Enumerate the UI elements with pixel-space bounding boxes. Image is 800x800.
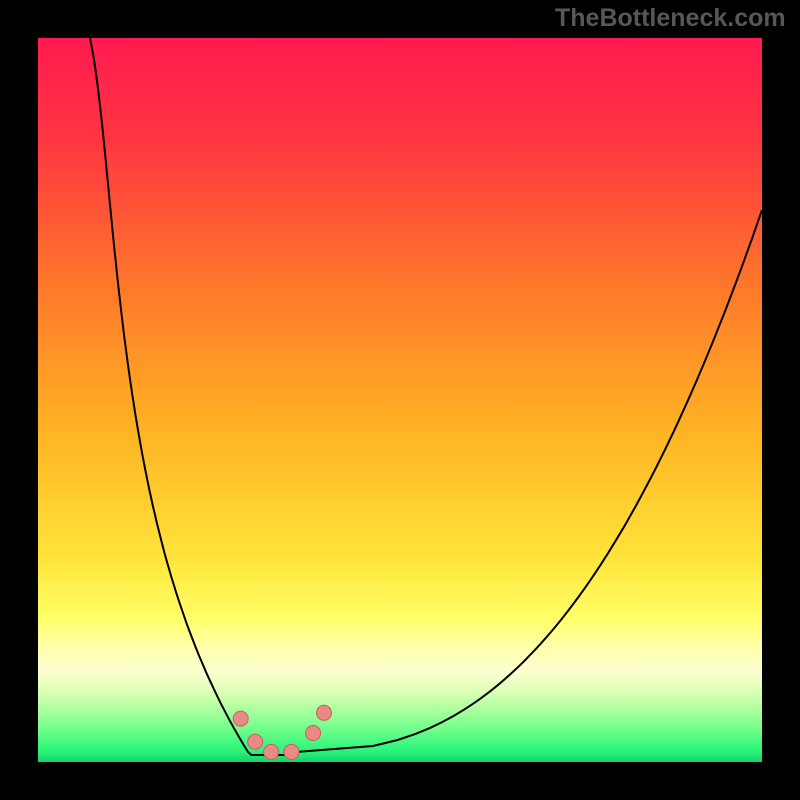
watermark-text: TheBottleneck.com [555, 4, 786, 33]
heatmap-gradient-background [38, 38, 762, 762]
marker-point [317, 705, 332, 720]
marker-point [264, 744, 279, 759]
marker-point [248, 734, 263, 749]
marker-point [306, 726, 321, 741]
bottleneck-chart [0, 0, 800, 800]
marker-point [284, 744, 299, 759]
marker-point [233, 711, 248, 726]
